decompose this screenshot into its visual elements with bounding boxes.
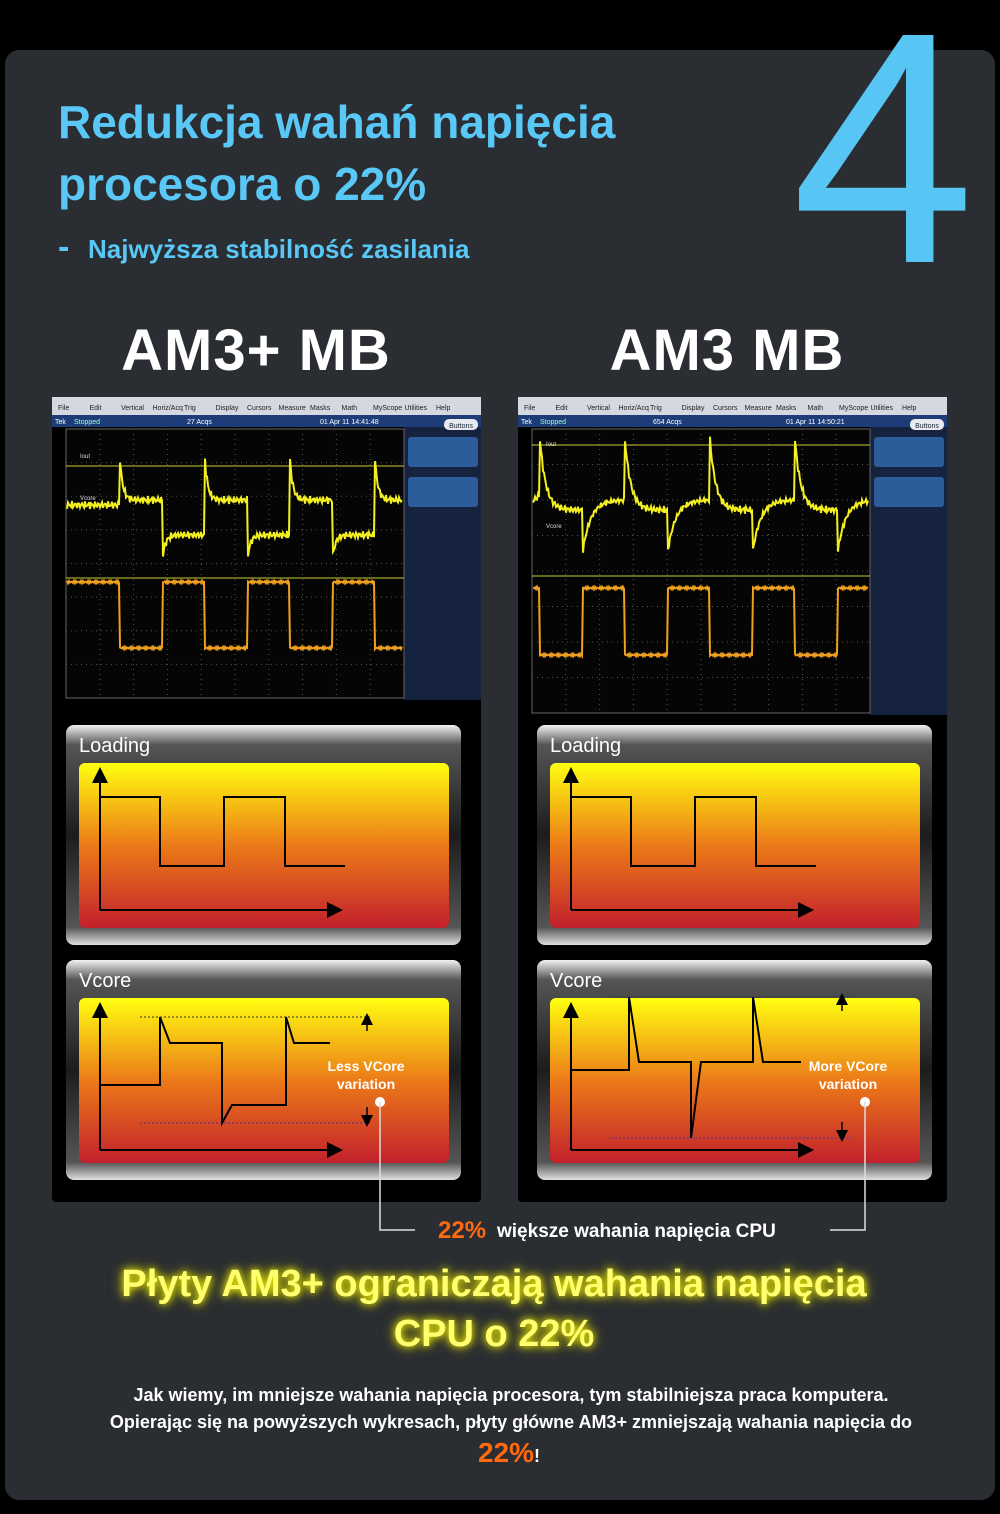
title: Redukcja wahań napięcia xyxy=(58,96,616,148)
body-text: Jak wiemy, im mniejsze wahania napięcia … xyxy=(134,1385,889,1405)
loading-wave xyxy=(100,796,345,867)
scope-button xyxy=(444,419,478,430)
scope-menu-item: Utilities xyxy=(871,405,894,412)
vcore-plot xyxy=(79,998,449,1163)
callout-line xyxy=(379,1102,415,1231)
scope-timestamp: 01 Apr 11 14:50:21 xyxy=(786,419,845,426)
body-emphasis: 22%! xyxy=(478,1437,540,1468)
scope-brand: Tek xyxy=(521,419,532,426)
scope-menu-item: Measure xyxy=(745,405,772,412)
body-end: ! xyxy=(534,1446,540,1466)
body-text: Opierając się na powyższych wykresach, p… xyxy=(110,1412,912,1432)
scope-menu-item: Trig xyxy=(650,405,662,412)
callout-line xyxy=(830,1102,866,1231)
scope-menu-item: Help xyxy=(902,405,917,412)
scope-iout-trace xyxy=(532,584,869,660)
body-percent: 22% xyxy=(478,1437,534,1468)
scope-menu-item: Math xyxy=(342,405,358,412)
scope-button xyxy=(910,419,944,430)
scope-iout-trace xyxy=(66,578,403,652)
scope-menu-item: MyScope xyxy=(839,405,868,412)
scope-menu-item: Display xyxy=(216,405,239,412)
scope-button-label: Buttons xyxy=(449,423,473,430)
scope-acqs: 654 Acqs xyxy=(653,419,682,426)
scope-menu-item: Masks xyxy=(776,405,797,412)
scope-side-panel xyxy=(870,427,947,715)
scope-side-box xyxy=(408,437,478,467)
scope-status-bar xyxy=(518,415,947,427)
scope-menu-item: File xyxy=(524,405,535,412)
variation-note: Less VCore xyxy=(327,1058,404,1074)
scope-menu-item: Edit xyxy=(90,405,102,412)
scope-menu-item: Help xyxy=(436,405,451,412)
variation-note: variation xyxy=(819,1076,877,1092)
comparison-percent: 22% xyxy=(438,1217,486,1244)
scope-state: Stopped xyxy=(540,419,566,426)
scope-menu-item: Measure xyxy=(279,405,306,412)
scope-menu-bar xyxy=(52,397,481,415)
scope-menu-item: Utilities xyxy=(405,405,428,412)
scope-menu-bar xyxy=(518,397,947,415)
comparison-text: większe wahania napięcia CPU xyxy=(496,1221,776,1242)
vcore-label: Vcore xyxy=(79,970,131,992)
scope-channel: Iout xyxy=(80,454,90,460)
subtitle: Najwyższa stabilność zasilania xyxy=(88,234,470,264)
scope-side-box xyxy=(874,437,944,467)
vcore-label: Vcore xyxy=(550,970,602,992)
scope-vcore-trace xyxy=(532,436,869,553)
title: procesora o 22% xyxy=(58,158,426,210)
scope-side-box xyxy=(408,477,478,507)
variation-note: More VCore xyxy=(809,1058,888,1074)
scope-menu-item: Vertical xyxy=(121,405,144,412)
loading-wave xyxy=(571,796,816,867)
vcore-plot xyxy=(550,998,920,1163)
headline: CPU o 22% xyxy=(394,1313,595,1355)
scope-state: Stopped xyxy=(74,419,100,426)
scope-brand: Tek xyxy=(55,419,66,426)
scope-menu-item: Masks xyxy=(310,405,331,412)
scope-channel: Iout xyxy=(546,442,556,448)
scope-menu-item: Cursors xyxy=(247,405,272,412)
scope-channel: Vcore xyxy=(80,496,96,502)
loading-plot xyxy=(79,763,449,928)
scope-timestamp: 01 Apr 11 14:41:48 xyxy=(320,419,379,426)
big-number: 4 xyxy=(791,0,975,332)
scope-menu-item: Cursors xyxy=(713,405,738,412)
scope-status-bar xyxy=(52,415,481,427)
scope-menu-item: Trig xyxy=(184,405,196,412)
headline: Płyty AM3+ ograniczają wahania napięcia xyxy=(121,1263,867,1305)
scope-menu-item: Horiz/Acq xyxy=(153,405,183,412)
scope-menu-item: Display xyxy=(682,405,705,412)
loading-label: Loading xyxy=(550,735,621,757)
scope-acqs: 27 Acqs xyxy=(187,419,212,426)
scope-menu-item: Edit xyxy=(556,405,568,412)
scope-side-box xyxy=(874,477,944,507)
subtitle-dash: - xyxy=(58,228,69,266)
variation-note: variation xyxy=(337,1076,395,1092)
scope-button-label: Buttons xyxy=(915,423,939,430)
scope-menu-item: Vertical xyxy=(587,405,610,412)
loading-plot xyxy=(550,763,920,928)
scope-menu-item: MyScope xyxy=(373,405,402,412)
scope-menu-item: Horiz/Acq xyxy=(619,405,649,412)
scope-side-panel xyxy=(404,427,481,700)
panel-heading: AM3+ MB xyxy=(121,318,391,383)
scope-vcore-trace xyxy=(66,458,403,557)
scope-menu-item: File xyxy=(58,405,69,412)
scope-menu-item: Math xyxy=(808,405,824,412)
panel-heading: AM3 MB xyxy=(610,318,845,383)
scope-channel: Vcore xyxy=(546,524,562,530)
loading-label: Loading xyxy=(79,735,150,757)
